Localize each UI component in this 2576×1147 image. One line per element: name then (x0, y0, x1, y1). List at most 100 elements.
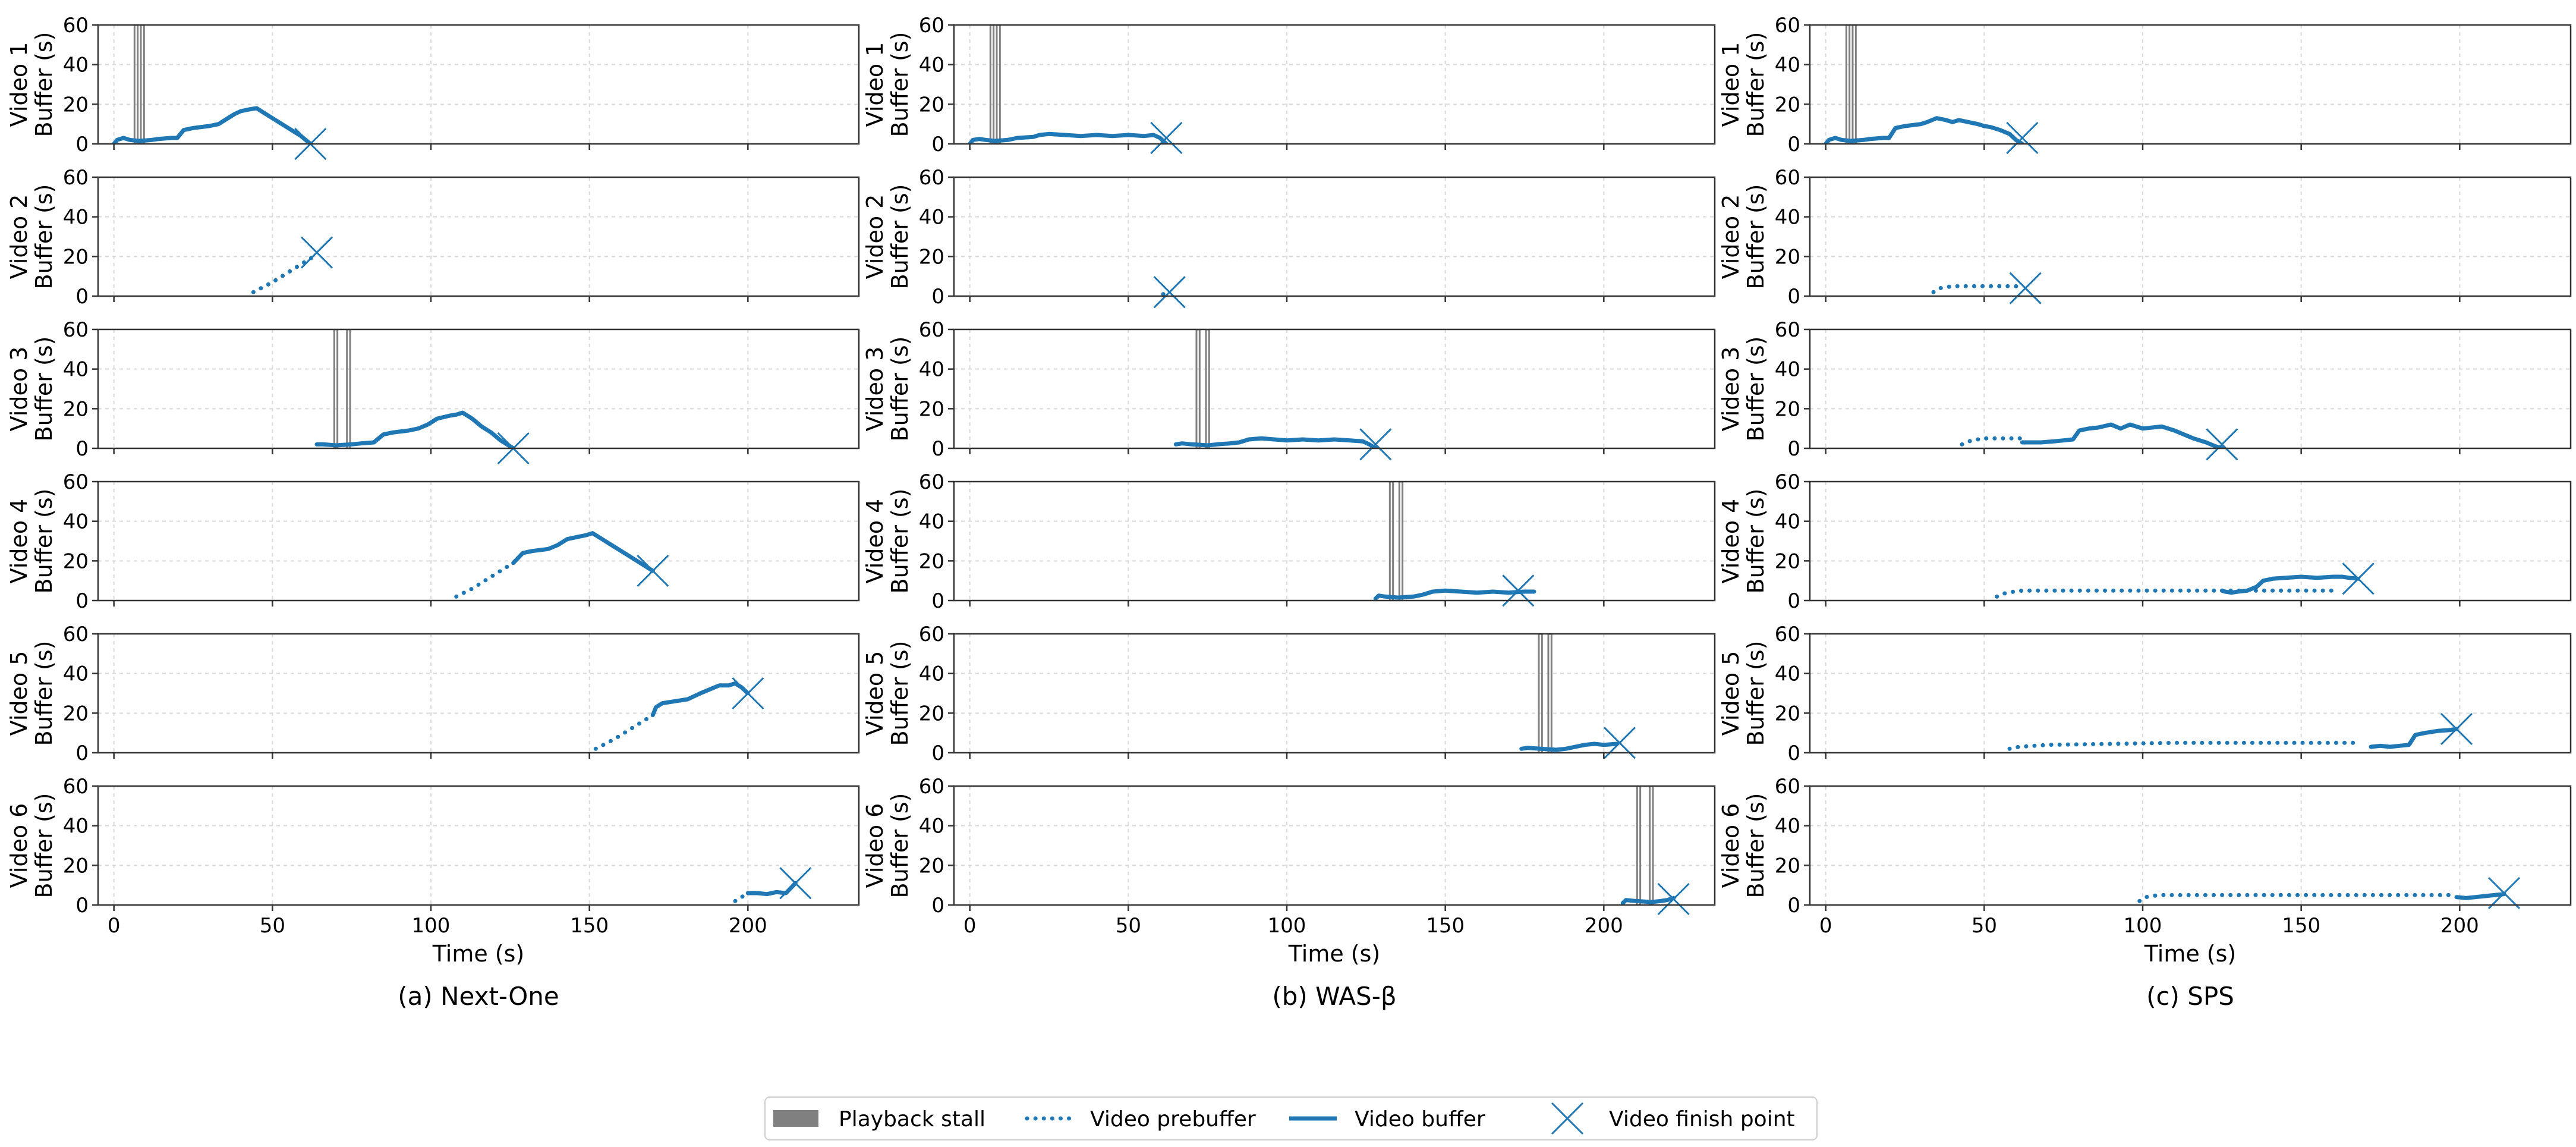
y-tick-label: 20 (1775, 854, 1800, 878)
plot-area (1373, 482, 1536, 601)
buffer-line (2219, 574, 2361, 595)
y-tick-label: 0 (931, 741, 944, 765)
y-axis-label-video-name: Video 1 (6, 42, 32, 127)
finish-point-marker (1359, 428, 1392, 461)
y-tick-label: 40 (919, 662, 944, 686)
legend-label: Video buffer (1355, 1107, 1485, 1132)
buffer-line (314, 410, 516, 448)
axes-frame (97, 785, 860, 906)
axes-frame (1809, 176, 2572, 297)
y-axis-label-video-name: Video 4 (862, 499, 888, 584)
y-tick-label: 60 (63, 470, 89, 494)
x-tick-label: 50 (1116, 914, 1141, 938)
y-tick-label: 60 (919, 775, 944, 799)
legend-swatch-stall (773, 1110, 818, 1127)
prebuffer-line (2137, 893, 2459, 903)
y-axis-label-video-name: Video 5 (6, 651, 32, 736)
prebuffer-line (1161, 291, 1169, 296)
y-axis-label-video-name: Video 1 (862, 42, 888, 127)
y-tick-label: 20 (1775, 702, 1800, 725)
y-axis-label: Video 6Buffer (s) (6, 793, 57, 898)
playback-stall-mark (989, 25, 995, 144)
y-tick-label: 20 (919, 854, 944, 878)
y-tick-label: 0 (75, 894, 89, 917)
y-axis-label-video-name: Video 5 (1718, 651, 1744, 736)
x-tick-label: 100 (1268, 914, 1306, 938)
legend-label: Playback stall (839, 1107, 985, 1132)
buffer-line (650, 681, 750, 718)
y-tick-label: 60 (63, 14, 89, 37)
y-tick-label: 60 (919, 623, 944, 646)
x-tick-label: 150 (1426, 914, 1465, 938)
y-axis-label-unit: Buffer (s) (31, 489, 57, 594)
y-tick-label: 20 (1775, 245, 1800, 269)
y-tick-label: 60 (1775, 14, 1800, 37)
finish-point-marker (637, 554, 669, 587)
y-axis-label-video-name: Video 5 (862, 651, 888, 736)
prebuffer-line (454, 561, 516, 599)
x-axis-label: Time (s) (2144, 941, 2237, 967)
y-tick-label: 40 (1775, 815, 1800, 838)
y-tick-label: 40 (63, 54, 89, 77)
y-tick-label: 0 (931, 894, 944, 917)
y-tick-label: 40 (919, 54, 944, 77)
y-axis-label-unit: Buffer (s) (887, 793, 913, 898)
playback-stall-mark (1538, 634, 1543, 753)
subplot-0-4: 0 20 40 60 Video 5Buffer (s) (6, 623, 860, 765)
y-axis-label-video-name: Video 2 (862, 194, 888, 279)
y-tick-label: 40 (919, 358, 944, 382)
playback-stall-mark (1195, 329, 1201, 448)
prebuffer-line (251, 254, 316, 294)
playback-stall-mark (140, 25, 145, 144)
playback-stall-mark (1205, 329, 1210, 448)
x-tick-label: 50 (1972, 914, 1997, 938)
y-axis-label: Video 2Buffer (s) (6, 184, 57, 290)
y-tick-label: 0 (1787, 894, 1800, 917)
finish-point-marker (779, 867, 812, 900)
y-tick-label: 20 (63, 397, 89, 421)
x-tick-label: 200 (2440, 914, 2479, 938)
y-axis-label-video-name: Video 4 (1718, 499, 1744, 584)
axes-frame (97, 24, 860, 145)
x-tick-label: 0 (963, 914, 977, 938)
axes-frame (97, 176, 860, 297)
buffer-line (2020, 422, 2224, 448)
y-tick-label: 20 (1775, 549, 1800, 573)
y-tick-label: 40 (1775, 662, 1800, 686)
y-tick-label: 60 (1775, 166, 1800, 190)
finish-point-marker (2440, 712, 2473, 746)
y-tick-label: 40 (1775, 358, 1800, 382)
y-tick-label: 60 (63, 623, 89, 646)
y-tick-label: 0 (1787, 589, 1800, 613)
axes-frame (1809, 24, 2572, 145)
y-axis-label-video-name: Video 2 (6, 194, 32, 279)
axes-frame (1809, 785, 2572, 906)
y-tick-label: 0 (1787, 437, 1800, 461)
y-axis-label: Video 1Buffer (s) (1718, 32, 1769, 137)
y-tick-label: 20 (63, 702, 89, 725)
axes-frame (953, 480, 1716, 602)
finish-point-marker (1150, 121, 1183, 155)
legend-label: Video prebuffer (1090, 1107, 1256, 1132)
y-tick-label: 60 (63, 318, 89, 342)
y-tick-label: 0 (1787, 285, 1800, 309)
panel-title-a: (a) Next-One (398, 982, 559, 1011)
y-tick-label: 40 (1775, 54, 1800, 77)
y-tick-label: 60 (63, 775, 89, 799)
y-axis-label-video-name: Video 6 (1718, 803, 1744, 888)
legend-item-stall: Playback stall (773, 1107, 985, 1132)
y-tick-label: 20 (919, 702, 944, 725)
finish-point-marker (2006, 121, 2039, 155)
playback-stall-mark (346, 329, 351, 448)
subplot-1-0: 0 20 40 60 Video 1Buffer (s) (862, 14, 1716, 156)
finish-point-marker (732, 677, 764, 710)
plot-area (1931, 284, 2024, 294)
y-tick-label: 0 (1787, 133, 1800, 156)
finish-point-marker (300, 236, 333, 269)
prebuffer-line (1995, 588, 2335, 599)
